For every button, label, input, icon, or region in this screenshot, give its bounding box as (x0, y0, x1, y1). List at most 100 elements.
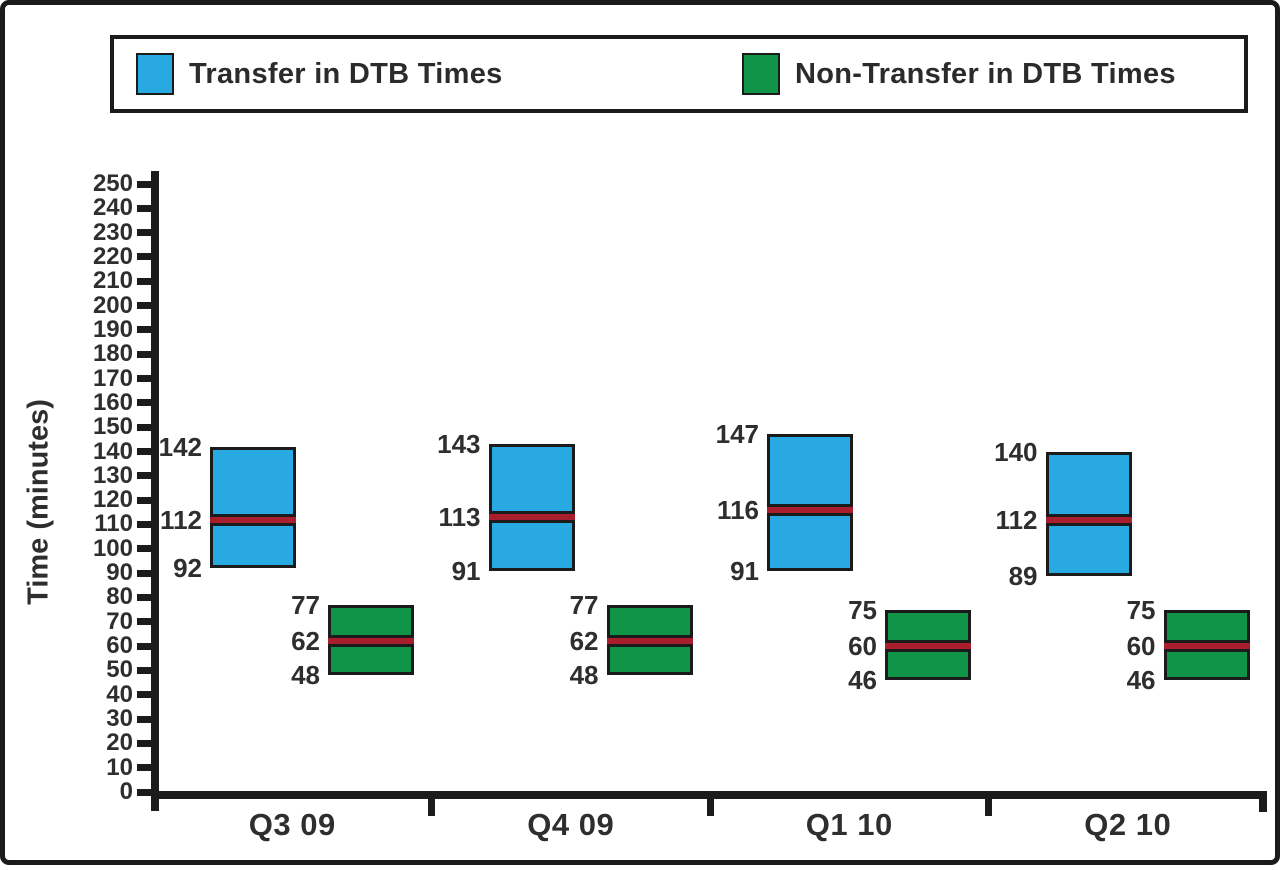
y-tick (137, 642, 151, 650)
x-group-tick (428, 799, 435, 816)
y-tick (137, 691, 151, 699)
y-tick-label: 220 (92, 242, 133, 270)
box-transfer (767, 434, 853, 571)
value-label-median: 60 (1126, 631, 1156, 662)
y-tick-label: 180 (92, 340, 133, 368)
value-label-median: 116 (717, 494, 759, 525)
value-label-median: 112 (160, 504, 202, 535)
value-label-low: 89 (1008, 560, 1038, 591)
x-group-tick (706, 799, 714, 816)
y-tick (137, 229, 151, 237)
value-label-low: 92 (173, 553, 202, 584)
y-tick-label: 250 (92, 170, 133, 197)
value-label-median: 113 (438, 502, 481, 533)
y-tick-label: 140 (92, 437, 133, 465)
y-tick (137, 302, 151, 310)
box-transfer (210, 446, 296, 569)
y-axis-line (151, 171, 159, 811)
y-tick (137, 326, 151, 334)
legend-item-transfer: Transfer in DTB Times (136, 39, 503, 109)
y-tick (137, 593, 151, 601)
y-tick-label: 20 (106, 729, 133, 757)
y-tick (137, 545, 151, 553)
y-tick-label: 240 (92, 194, 133, 222)
y-tick (137, 423, 151, 431)
y-tick-label: 30 (106, 705, 133, 733)
value-label-median: 112 (995, 504, 1038, 535)
median-line (885, 640, 971, 653)
value-label-median: 62 (291, 626, 320, 657)
value-label-median: 60 (848, 631, 877, 662)
value-label-low: 46 (848, 665, 877, 696)
x-category-label: Q4 09 (527, 807, 615, 842)
value-label-low: 91 (730, 555, 759, 586)
y-tick-label: 40 (106, 680, 133, 708)
legend-label-non-transfer: Non-Transfer in DTB Times (795, 57, 1176, 90)
x-group-tick (985, 799, 992, 816)
value-label-high: 77 (291, 589, 320, 620)
y-tick (137, 788, 151, 796)
median-line (1045, 513, 1132, 526)
y-tick-label: 160 (92, 388, 133, 416)
y-tick (137, 715, 151, 723)
transfer-color-swatch (136, 53, 174, 95)
y-tick-label: 190 (92, 315, 133, 343)
x-category-label: Q2 10 (1084, 807, 1172, 842)
median-line (210, 513, 296, 526)
y-tick (137, 180, 151, 188)
value-label-low: 91 (451, 555, 481, 586)
x-axis-end-tick (1259, 791, 1267, 812)
value-label-high: 142 (158, 431, 202, 462)
chart-area: Time (minutes) 0 10 20 30 40 50 60 70 80 90 100 110… (5, 5, 1280, 870)
x-axis-line (151, 791, 1267, 799)
median-line (488, 511, 575, 524)
y-tick-label: 10 (106, 753, 133, 781)
y-tick-label: 100 (92, 534, 133, 562)
y-tick (137, 350, 151, 358)
value-label-high: 77 (569, 589, 599, 620)
y-tick (137, 618, 151, 626)
y-tick-label: 130 (92, 461, 133, 489)
median-line (328, 635, 414, 648)
y-tick (137, 764, 151, 772)
value-label-high: 147 (715, 419, 759, 450)
y-tick-label: 90 (106, 559, 133, 587)
y-tick (137, 520, 151, 528)
value-label-high: 140 (994, 436, 1038, 467)
y-tick (137, 739, 151, 747)
value-label-low: 48 (291, 660, 320, 691)
value-label-low: 46 (1126, 665, 1156, 696)
box-transfer (1045, 451, 1132, 576)
value-label-median: 62 (569, 626, 599, 657)
legend: Transfer in DTB Times Non-Transfer in DT… (110, 35, 1248, 113)
y-tick (137, 399, 151, 407)
y-tick (137, 204, 151, 212)
value-label-high: 75 (848, 594, 877, 625)
non-transfer-color-swatch (742, 53, 780, 95)
y-tick (137, 253, 151, 261)
value-label-low: 48 (569, 660, 599, 691)
y-tick-label: 0 (119, 778, 133, 805)
y-tick (137, 472, 151, 480)
legend-label-transfer: Transfer in DTB Times (189, 57, 503, 90)
y-tick-label: 210 (92, 267, 133, 295)
y-tick-label: 200 (92, 291, 133, 319)
y-tick-label: 70 (106, 607, 133, 635)
value-label-high: 75 (1126, 594, 1156, 625)
y-tick (137, 569, 151, 577)
y-tick (137, 375, 151, 383)
y-tick-label: 110 (94, 510, 133, 538)
median-line (1163, 640, 1250, 653)
y-tick-label: 230 (92, 218, 133, 246)
y-axis-title: Time (minutes) (22, 399, 55, 605)
y-tick (137, 666, 151, 674)
median-line (767, 503, 853, 516)
box-transfer (488, 444, 575, 571)
y-tick (137, 496, 151, 504)
x-category-label: Q1 10 (805, 807, 893, 842)
y-tick-label: 50 (106, 656, 133, 684)
y-tick-label: 80 (106, 583, 133, 611)
y-tick (137, 448, 151, 456)
median-line (606, 635, 693, 648)
